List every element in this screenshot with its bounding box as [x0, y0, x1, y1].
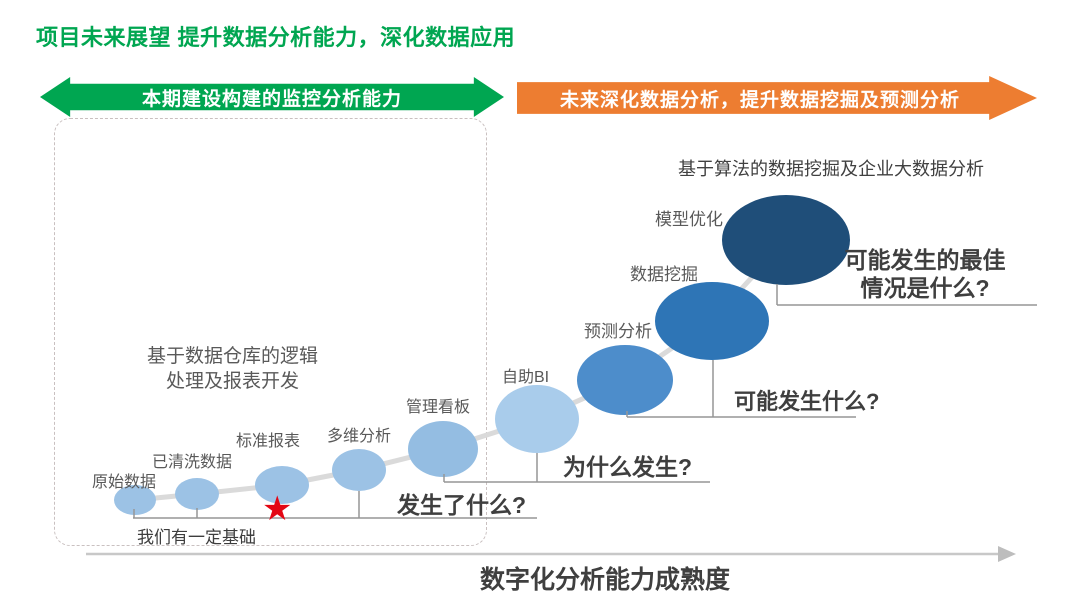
banner-current-label: 本期建设构建的监控分析能力 — [141, 88, 402, 110]
x-axis-label: 数字化分析能力成熟度 — [479, 566, 730, 594]
stage-label-predictive-analysis: 预测分析 — [584, 322, 652, 341]
stage-label-multidim-analysis: 多维分析 — [327, 428, 392, 445]
bubble-standard-report — [255, 466, 309, 504]
bubble-cleaned-data — [175, 478, 219, 510]
page-title: 项目未来展望 提升数据分析能力，深化数据应用 — [36, 25, 516, 50]
note-data-warehouse-line2: 处理及报表开发 — [165, 371, 299, 392]
current-scope-outline — [54, 118, 487, 546]
x-axis-arrowhead-icon — [998, 546, 1016, 562]
bubble-predictive-analysis — [577, 345, 673, 415]
stage-label-dashboard: 管理看板 — [406, 399, 471, 416]
bracket-why-happened — [443, 453, 710, 483]
question-what-happened: 发生了什么? — [397, 492, 527, 518]
current-position-star-icon: ★ — [262, 490, 293, 528]
note-data-warehouse: 基于数据仓库的逻辑 处理及报表开发 — [105, 344, 360, 394]
stage-label-raw-data: 原始数据 — [92, 474, 157, 491]
banner-future-label: 未来深化数据分析，提升数据挖掘及预测分析 — [559, 89, 960, 111]
note-algorithm-mining: 基于算法的数据挖掘及企业大数据分析 — [678, 159, 984, 179]
bubble-data-mining — [655, 282, 769, 360]
question-best-case-line1: 可能发生的最佳 — [844, 247, 1006, 273]
bracket-best-case — [776, 284, 1037, 306]
bubble-dashboard — [408, 421, 478, 477]
bubble-model-optimization — [722, 195, 850, 285]
note-current-foundation: 我们有一定基础 — [137, 528, 256, 547]
stage-label-self-service-bi: 自助BI — [502, 369, 550, 386]
bubble-self-service-bi — [495, 385, 579, 453]
question-why-happened: 为什么发生? — [563, 454, 693, 480]
stage-label-model-optimization: 模型优化 — [655, 210, 723, 229]
stage-label-standard-report: 标准报表 — [236, 433, 301, 450]
bracket-what-may-happen — [626, 360, 856, 418]
question-what-may-happen: 可能发生什么? — [734, 389, 880, 414]
stage-label-data-mining: 数据挖掘 — [630, 265, 698, 284]
bubble-multidim-analysis — [332, 449, 386, 491]
question-best-case-line2: 情况是什么? — [860, 275, 990, 301]
note-data-warehouse-line1: 基于数据仓库的逻辑 — [146, 346, 318, 367]
question-best-case: 可能发生的最佳 情况是什么? — [820, 246, 1030, 302]
stage-label-cleaned-data: 已清洗数据 — [152, 454, 233, 471]
bracket-what-happened — [133, 491, 537, 519]
banner-future-phase: 未来深化数据分析，提升数据挖掘及预测分析 — [517, 76, 1037, 120]
bubble-raw-data — [114, 485, 156, 515]
